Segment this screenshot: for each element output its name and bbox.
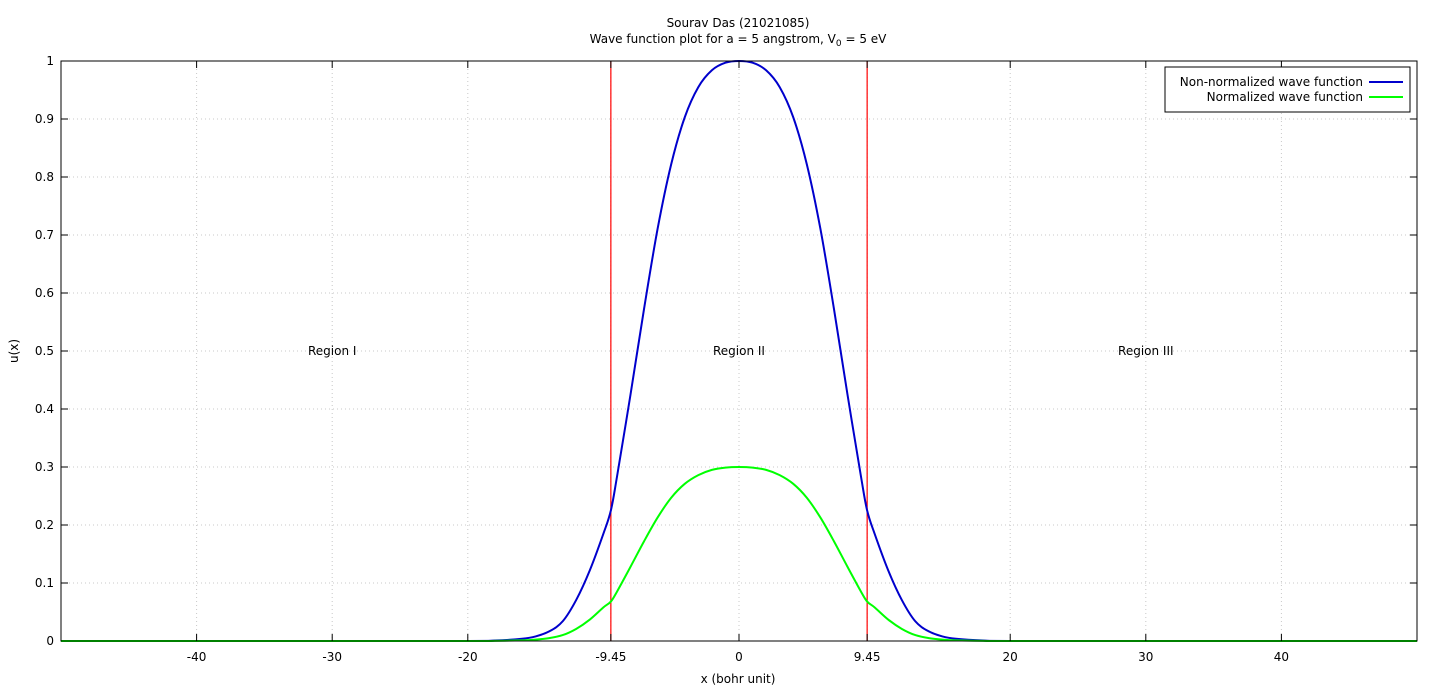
chart-title-line2: Wave function plot for a = 5 angstrom, V… xyxy=(590,32,888,49)
y-tick-label: 0.6 xyxy=(35,286,54,300)
x-axis-label: x (bohr unit) xyxy=(701,672,776,686)
y-tick-label: 0.9 xyxy=(35,112,54,126)
x-tick-label: -30 xyxy=(322,650,342,664)
x-tick-label: 20 xyxy=(1003,650,1018,664)
region-label: Region III xyxy=(1118,344,1174,358)
axis-ticks xyxy=(61,60,1417,642)
chart-title-line2-suffix: = 5 eV xyxy=(842,32,888,46)
legend-label: Non-normalized wave function xyxy=(1180,75,1363,89)
y-tick-label: 0 xyxy=(46,634,54,648)
y-tick-label: 0.2 xyxy=(35,518,54,532)
chart-title-line2-subscript: 0 xyxy=(836,39,842,49)
x-tick-label: 9.45 xyxy=(854,650,881,664)
y-axis-label: u(x) xyxy=(7,339,21,363)
y-tick-label: 0.3 xyxy=(35,460,54,474)
tick-labels: 0 0.1 0.2 0.3 0.4 0.5 0.6 0.7 0.8 0.9 1 -40 -30 -20 -9… xyxy=(35,54,1289,664)
x-tick-label: -9.45 xyxy=(595,650,626,664)
region-annotations: Region I Region II Region III xyxy=(308,344,1174,358)
y-tick-label: 0.4 xyxy=(35,402,54,416)
series-line-2 xyxy=(61,465,1417,643)
chart-title-line1: Sourav Das (21021085) xyxy=(667,16,810,30)
legend-box xyxy=(1164,66,1411,113)
legend-label: Normalized wave function xyxy=(1207,90,1363,104)
x-tick-label: 30 xyxy=(1138,650,1153,664)
x-tick-label: -40 xyxy=(187,650,207,664)
y-tick-label: 0.8 xyxy=(35,170,54,184)
x-tick-label: 0 xyxy=(735,650,743,664)
region-label: Region II xyxy=(713,344,765,358)
y-tick-label: 0.5 xyxy=(35,344,54,358)
x-tick-label: -20 xyxy=(458,650,478,664)
y-tick-label: 0.1 xyxy=(35,576,54,590)
y-tick-label: 1 xyxy=(46,54,54,68)
x-tick-label: 40 xyxy=(1274,650,1289,664)
region-label: Region I xyxy=(308,344,356,358)
chart-title-line2-prefix: Wave function plot for a = 5 angstrom, V xyxy=(590,32,837,46)
boundary-lines xyxy=(610,61,868,641)
y-tick-label: 0.7 xyxy=(35,228,54,242)
